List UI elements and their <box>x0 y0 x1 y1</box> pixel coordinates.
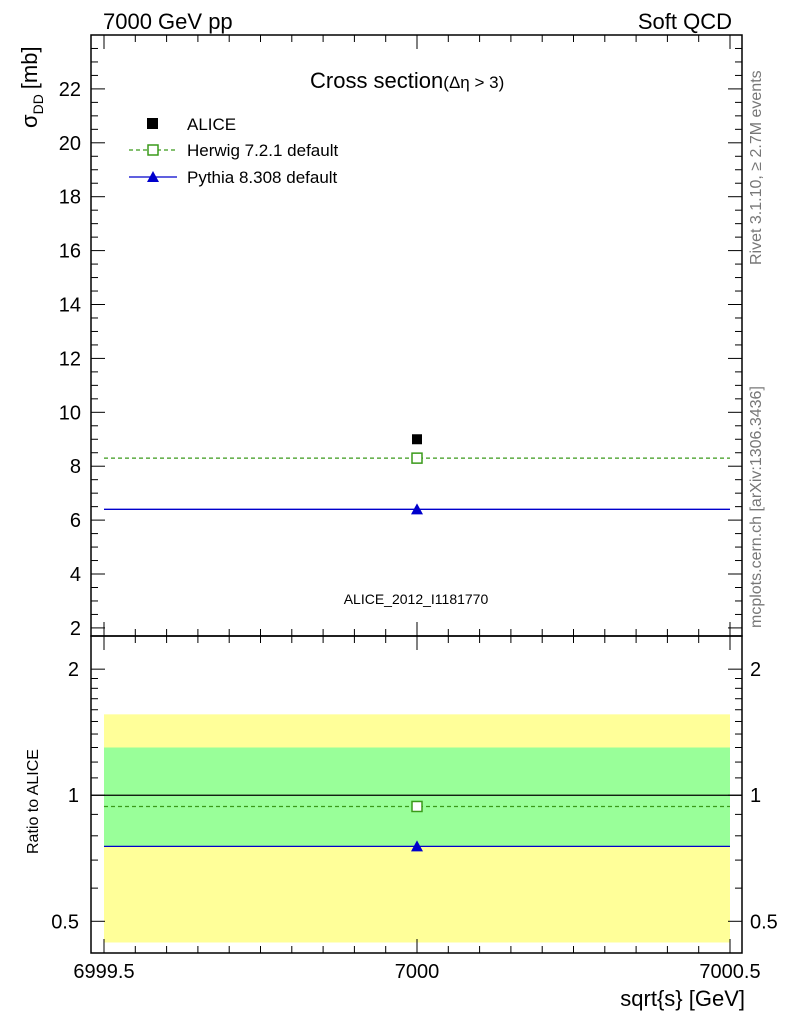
y-tick-label: 4 <box>70 564 81 586</box>
y-tick-label: 10 <box>59 402 81 424</box>
chart-title-main: Cross section <box>310 68 443 93</box>
chart-title: Cross section(Δη > 3) <box>310 68 504 93</box>
x-tick-label: 6999.5 <box>73 961 134 983</box>
data-point-data <box>412 434 422 445</box>
chart-title-suffix: (Δη > 3) <box>443 73 504 92</box>
y-tick-label: 6 <box>70 510 81 532</box>
main-panel: 2 4 6 8 10 12 14 16 18 20 22 Cross section(Δη > 3)… <box>17 34 743 640</box>
y-axis-symbol: σ <box>17 114 42 128</box>
rivet-label: Rivet 3.1.10, ≥ 2.7M events <box>748 70 765 265</box>
mcplots-label: mcplots.cern.ch [arXiv:1306.3436] <box>748 386 765 628</box>
ratio-y-tick-label-right: 0.5 <box>750 911 778 933</box>
data-point-herwig <box>411 452 423 464</box>
legend-label-herwig: Herwig 7.2.1 default <box>187 141 338 160</box>
data-point-pythia <box>411 503 423 515</box>
ratio-point-pythia <box>411 840 423 852</box>
main-y-axis-label: σDD [mb] <box>17 46 46 128</box>
legend-entry-herwig: Herwig 7.2.1 default <box>129 141 338 160</box>
ratio-point-herwig <box>411 800 423 813</box>
y-tick-label: 22 <box>59 79 81 101</box>
legend: ALICE Herwig 7.2.1 default Pythia 8.308 … <box>129 115 338 187</box>
ratio-y-tick-label-left: 2 <box>68 659 79 681</box>
ratio-y-tick-label-right: 1 <box>750 785 761 807</box>
legend-marker-herwig <box>147 144 159 156</box>
analysis-id: ALICE_2012_I1181770 <box>344 591 489 607</box>
header-right: Soft QCD <box>638 9 732 34</box>
ratio-panel: 0.5 0.5 1 1 2 2 6999.5 7000 7000.5 Ratio to ALIC… <box>25 635 778 1011</box>
legend-entry-alice: ALICE <box>147 115 236 134</box>
ratio-y-axis-label: Ratio to ALICE <box>25 749 42 854</box>
header-left: 7000 GeV pp <box>103 9 233 34</box>
legend-label-alice: ALICE <box>187 115 236 134</box>
ratio-y-tick-label-right: 2 <box>750 659 761 681</box>
x-axis-label: sqrt{s} [GeV] <box>620 986 745 1011</box>
legend-entry-pythia: Pythia 8.308 default <box>129 168 338 187</box>
y-tick-label: 12 <box>59 348 81 370</box>
y-tick-label: 18 <box>59 187 81 209</box>
y-axis-subscript: DD <box>30 94 46 114</box>
ratio-y-tick-label-left: 1 <box>68 785 79 807</box>
ratio-y-tick-label-left: 0.5 <box>51 911 79 933</box>
y-tick-label: 16 <box>59 241 81 263</box>
uncertainty-band-inner <box>104 747 730 847</box>
y-tick-label: 20 <box>59 133 81 155</box>
y-tick-label: 2 <box>70 618 81 640</box>
legend-label-pythia: Pythia 8.308 default <box>187 168 338 187</box>
legend-marker-pythia <box>147 171 159 182</box>
x-tick-label: 7000 <box>395 961 440 983</box>
y-tick-label: 14 <box>59 295 81 317</box>
y-axis-unit: [mb] <box>17 46 42 89</box>
legend-marker-alice <box>147 118 158 129</box>
x-tick-label: 7000.5 <box>699 961 760 983</box>
y-tick-label: 8 <box>70 456 81 478</box>
